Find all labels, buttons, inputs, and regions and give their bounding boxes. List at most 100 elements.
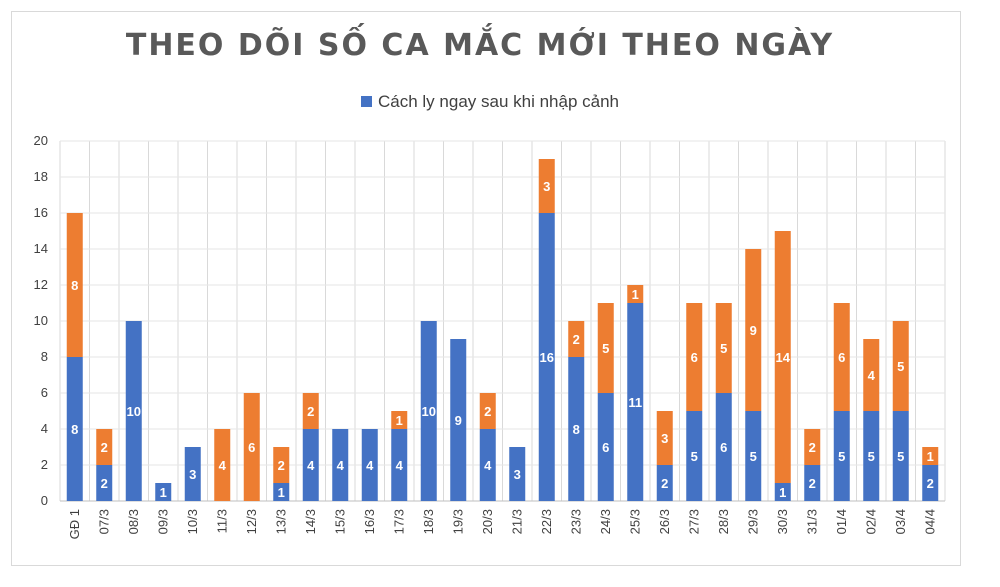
x-tick-label: 21/3 <box>509 509 524 534</box>
bar-segment <box>155 483 172 501</box>
x-tick-label: 31/3 <box>804 509 819 534</box>
x-tick-label: 14/3 <box>303 509 318 534</box>
bar-segment <box>656 465 673 501</box>
y-tick-label: 2 <box>41 457 48 472</box>
data-label: 4 <box>484 458 492 473</box>
x-tick-label: 18/3 <box>421 509 436 534</box>
data-label: 5 <box>691 449 698 464</box>
data-label: 1 <box>927 449 934 464</box>
x-tick-label: 09/3 <box>155 509 170 534</box>
bar-segment <box>538 159 555 213</box>
x-tick-label: 19/3 <box>450 509 465 534</box>
data-label: 6 <box>838 350 845 365</box>
data-label: 5 <box>602 341 609 356</box>
data-label: 2 <box>101 440 108 455</box>
y-tick-label: 14 <box>34 241 48 256</box>
bar-segment <box>597 393 614 501</box>
data-label: 9 <box>750 323 757 338</box>
y-tick-label: 10 <box>34 313 48 328</box>
bar-segment <box>479 393 496 429</box>
bar-segment <box>243 393 260 501</box>
x-tick-label: 10/3 <box>185 509 200 534</box>
y-tick-label: 20 <box>34 133 48 148</box>
x-tick-label: 13/3 <box>273 509 288 534</box>
bar-segment <box>863 411 880 501</box>
y-tick-label: 18 <box>34 169 48 184</box>
bar-segment <box>892 411 909 501</box>
bar-segment <box>332 429 349 501</box>
y-tick-label: 4 <box>41 421 48 436</box>
bar-segment <box>184 447 201 501</box>
data-label: 8 <box>71 278 78 293</box>
data-label: 6 <box>248 440 255 455</box>
bar-segment <box>538 213 555 501</box>
data-label: 11 <box>628 395 642 410</box>
bar-segment <box>391 411 408 429</box>
data-label: 5 <box>868 449 875 464</box>
data-label: 4 <box>366 458 374 473</box>
data-label: 2 <box>278 458 285 473</box>
x-tick-label: 04/4 <box>922 509 937 534</box>
data-label: 5 <box>750 449 757 464</box>
bar-segment <box>656 411 673 465</box>
legend-swatch-blue <box>361 96 372 108</box>
y-tick-label: 8 <box>41 349 48 364</box>
data-label: 4 <box>337 458 345 473</box>
bar-segment <box>715 303 732 393</box>
bar-segment <box>568 357 585 501</box>
bar-segment <box>892 321 909 411</box>
data-label: 10 <box>127 404 141 419</box>
data-label: 1 <box>396 413 403 428</box>
x-tick-label: 20/3 <box>480 509 495 534</box>
x-tick-label: 29/3 <box>745 509 760 534</box>
data-label: 6 <box>602 440 609 455</box>
data-label: 2 <box>927 476 934 491</box>
data-label: 4 <box>219 458 227 473</box>
x-tick-label: 07/3 <box>96 509 111 534</box>
bar-segment <box>715 393 732 501</box>
bar-segment <box>125 321 142 501</box>
y-tick-label: 16 <box>34 205 48 220</box>
bar-segment <box>804 429 821 465</box>
data-label: 3 <box>514 467 521 482</box>
x-tick-label: 22/3 <box>539 509 554 534</box>
x-tick-label: 30/3 <box>775 509 790 534</box>
bar-segment <box>509 447 526 501</box>
bar-segment <box>833 411 850 501</box>
x-tick-label: 12/3 <box>244 509 259 534</box>
x-tick-label: 01/4 <box>834 509 849 534</box>
data-label: 4 <box>868 368 876 383</box>
data-label: 2 <box>661 476 668 491</box>
bar-segment <box>833 303 850 411</box>
bar-segment <box>774 231 791 483</box>
x-tick-label: 11/3 <box>214 509 229 533</box>
data-label: 5 <box>897 449 904 464</box>
x-tick-label: 03/4 <box>893 509 908 534</box>
bar-segment <box>273 447 290 483</box>
bar-segment <box>450 339 467 501</box>
y-tick-label: 12 <box>34 277 48 292</box>
bar-segment <box>745 411 762 501</box>
bar-segment <box>627 303 644 501</box>
bar-segment <box>597 303 614 393</box>
data-label: 16 <box>540 350 554 365</box>
x-tick-label: 25/3 <box>627 509 642 534</box>
data-label: 1 <box>632 287 639 302</box>
y-tick-label: 0 <box>41 493 48 508</box>
x-tick-label: 16/3 <box>362 509 377 534</box>
data-label: 1 <box>278 485 285 500</box>
x-tick-label: 23/3 <box>568 509 583 534</box>
legend-entry: Cách ly ngay sau khi nhập cảnh <box>378 92 619 111</box>
bar-segment <box>686 411 703 501</box>
data-label: 2 <box>101 476 108 491</box>
bar-segment <box>774 483 791 501</box>
bar-segment <box>863 339 880 411</box>
x-tick-label: GĐ 1 <box>67 509 82 539</box>
bar-segment <box>686 303 703 411</box>
bar-segment <box>391 429 408 501</box>
data-label: 4 <box>396 458 404 473</box>
data-label: 6 <box>691 350 698 365</box>
data-label: 6 <box>720 440 727 455</box>
data-label: 4 <box>307 458 315 473</box>
